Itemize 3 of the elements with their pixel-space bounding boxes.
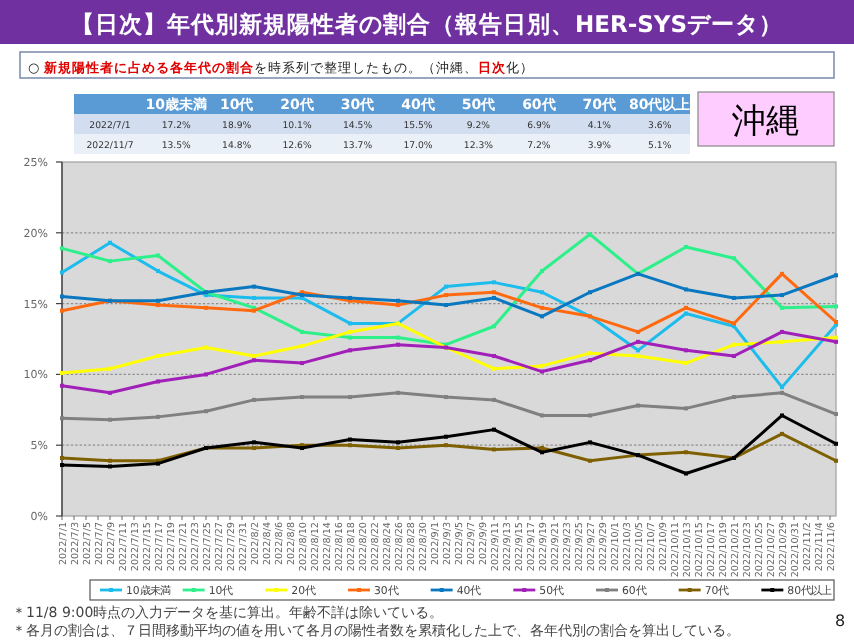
text: 沖縄 xyxy=(732,102,800,142)
text: 8 xyxy=(834,612,846,630)
chart-title: 【日次】年代別新規陽性者の割合（報告日別、HER-SYSデータ） xyxy=(70,10,784,38)
